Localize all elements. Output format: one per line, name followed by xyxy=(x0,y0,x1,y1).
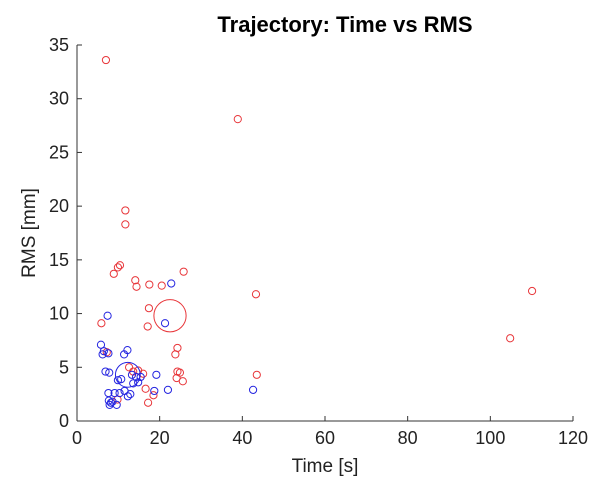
x-tick-label: 20 xyxy=(150,428,170,448)
data-point xyxy=(123,345,132,355)
data-point xyxy=(179,267,188,276)
data-point xyxy=(144,304,154,313)
data-point xyxy=(124,363,134,372)
x-tick-label: 100 xyxy=(475,428,505,448)
data-point xyxy=(126,390,135,399)
data-point xyxy=(132,282,141,291)
x-tick-label: 40 xyxy=(232,428,252,448)
y-tick-label: 20 xyxy=(49,196,69,216)
x-tick-label: 120 xyxy=(558,428,588,448)
y-tick-label: 15 xyxy=(49,250,69,270)
data-point xyxy=(104,349,113,358)
data-point xyxy=(127,370,137,379)
data-point xyxy=(97,319,106,328)
data-point xyxy=(251,290,261,299)
x-axis-label: Time [s] xyxy=(292,456,359,477)
x-tick-label: 0 xyxy=(72,428,82,448)
data-point xyxy=(123,392,132,401)
data-point xyxy=(506,334,515,343)
y-tick-label: 30 xyxy=(49,89,69,109)
data-point xyxy=(121,220,130,229)
data-point xyxy=(112,400,121,409)
x-tick-label: 80 xyxy=(398,428,418,448)
axes xyxy=(76,45,573,422)
data-point xyxy=(178,377,187,386)
data-point xyxy=(115,388,124,398)
data-point xyxy=(110,388,119,398)
x-tick-label: 60 xyxy=(315,428,335,448)
data-point xyxy=(527,286,537,296)
y-tick-label: 25 xyxy=(49,142,69,162)
ticks: 0 20 40 60 80 100 120 0 5 10 15 20 25 30 35 xyxy=(49,35,588,448)
data-point xyxy=(101,367,110,376)
data-point xyxy=(167,279,176,288)
y-axis-label: RMS [mm] xyxy=(19,188,40,278)
data-point xyxy=(98,350,107,359)
data-point xyxy=(103,311,112,320)
y-tick-label: 10 xyxy=(49,304,69,324)
data-point xyxy=(175,368,185,377)
data-point xyxy=(141,384,150,393)
data-points xyxy=(96,55,537,409)
y-tick-label: 5 xyxy=(59,357,69,377)
data-point xyxy=(157,281,166,290)
data-point xyxy=(143,398,153,407)
data-point xyxy=(163,385,173,394)
data-point xyxy=(150,386,159,396)
mean-circle xyxy=(114,361,141,388)
data-point xyxy=(152,370,161,379)
y-tick-label: 0 xyxy=(59,411,69,431)
data-point xyxy=(117,375,126,384)
data-point xyxy=(145,280,154,289)
data-point xyxy=(106,398,115,407)
chart-title: Trajectory: Time vs RMS xyxy=(217,12,472,37)
data-point xyxy=(149,391,158,400)
data-point xyxy=(113,263,123,272)
data-point xyxy=(252,370,261,379)
data-point xyxy=(143,322,152,331)
data-point xyxy=(115,261,125,270)
data-point xyxy=(109,269,118,278)
data-point xyxy=(113,376,123,385)
data-point xyxy=(233,115,242,124)
data-point xyxy=(173,343,182,353)
data-point xyxy=(121,206,130,215)
mean-circle xyxy=(153,299,187,333)
data-point xyxy=(134,378,143,387)
data-point xyxy=(248,385,258,394)
data-point xyxy=(160,319,170,328)
data-point xyxy=(131,276,140,285)
data-point xyxy=(105,368,114,377)
data-point xyxy=(101,55,111,65)
data-point xyxy=(104,396,113,405)
y-tick-label: 35 xyxy=(49,35,69,55)
